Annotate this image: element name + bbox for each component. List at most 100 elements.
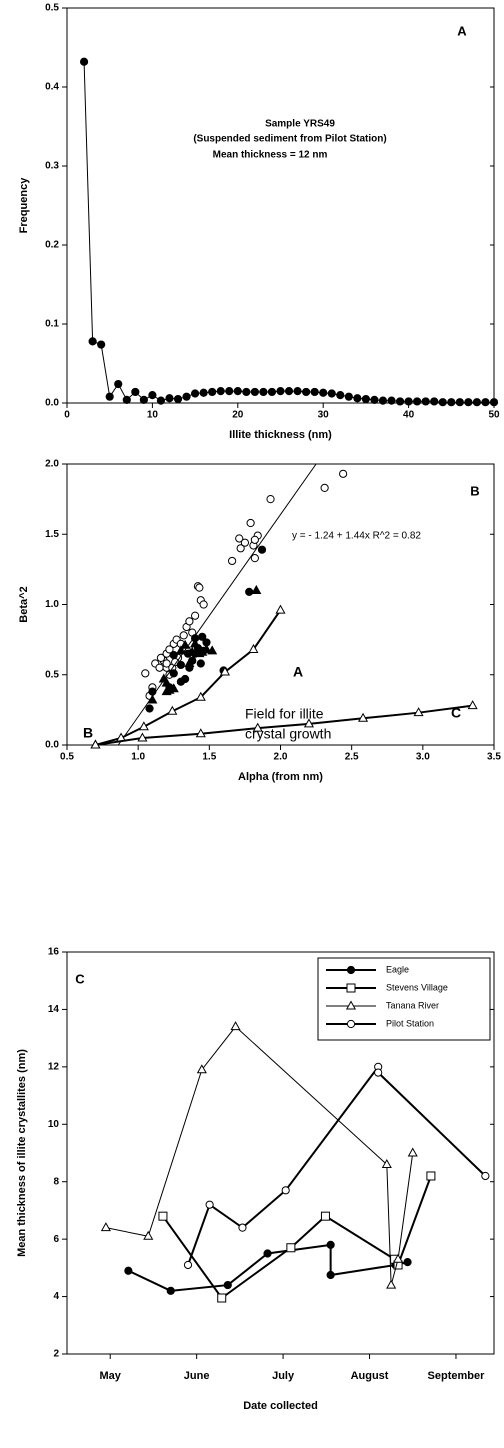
x-tick-label: 50 <box>488 410 500 421</box>
marker <box>320 483 329 492</box>
marker <box>407 1147 418 1157</box>
x-tick-label: 2.0 <box>274 752 288 763</box>
marker <box>413 397 422 406</box>
marker <box>327 389 336 398</box>
marker <box>165 645 174 654</box>
marker <box>148 391 157 400</box>
series-line <box>95 704 473 746</box>
marker <box>196 1064 207 1074</box>
marker <box>489 398 499 407</box>
marker <box>252 722 263 732</box>
marker <box>122 395 131 404</box>
marker <box>190 638 201 648</box>
marker <box>346 965 356 975</box>
legend-label: Stevens Village <box>386 982 448 992</box>
marker <box>266 495 275 504</box>
annotation: B <box>83 725 93 741</box>
marker <box>467 700 478 710</box>
marker <box>97 340 106 349</box>
marker <box>181 674 190 684</box>
marker <box>176 660 185 670</box>
marker <box>223 1280 232 1290</box>
x-tick-label: August <box>351 1370 389 1382</box>
marker <box>326 1240 335 1249</box>
marker <box>169 669 178 678</box>
annotation: Sample YRS49 <box>265 119 335 130</box>
marker <box>381 1158 392 1168</box>
y-tick-label: 12 <box>48 1061 60 1072</box>
y-axis-label: Beta^2 <box>18 586 30 622</box>
marker <box>245 587 254 596</box>
marker <box>336 391 345 400</box>
y-tick-label: 0.2 <box>45 240 59 251</box>
legend-label: Tanana River <box>386 1000 439 1010</box>
marker <box>430 397 439 406</box>
x-tick-label: 0 <box>64 410 70 421</box>
annotation: Mean thickness = 12 nm <box>213 150 328 161</box>
y-tick-label: 0.4 <box>45 82 59 93</box>
marker <box>361 394 370 404</box>
marker <box>79 57 89 66</box>
y-tick-label: 8 <box>53 1176 59 1187</box>
marker <box>179 631 188 640</box>
series-line <box>187 1063 487 1266</box>
marker <box>165 394 174 403</box>
plot-frame <box>66 951 495 1355</box>
marker <box>155 663 164 672</box>
series-line <box>83 61 494 403</box>
marker <box>183 1260 193 1270</box>
marker <box>259 387 268 397</box>
marker <box>275 604 286 614</box>
x-axis-label: Date collected <box>243 1400 318 1412</box>
marker <box>303 718 315 728</box>
marker <box>235 534 244 543</box>
marker <box>404 397 413 406</box>
marker <box>156 396 166 405</box>
marker <box>225 387 234 396</box>
marker <box>455 398 464 407</box>
marker <box>238 1223 247 1232</box>
x-tick-label: 0.5 <box>60 752 74 763</box>
x-tick-label: 30 <box>318 410 330 421</box>
marker <box>240 538 250 547</box>
x-axis-label: Illite thickness (nm) <box>229 429 332 441</box>
marker <box>168 683 179 693</box>
marker <box>114 379 123 389</box>
x-axis-label: Alpha (from nm) <box>238 771 323 783</box>
y-tick-label: 1.0 <box>45 599 59 610</box>
marker <box>413 707 424 717</box>
marker <box>395 397 405 406</box>
marker <box>185 617 194 626</box>
marker <box>173 394 183 404</box>
marker <box>236 544 245 553</box>
marker <box>139 395 148 404</box>
marker <box>481 398 490 407</box>
x-tick-label: 3.5 <box>487 752 501 763</box>
y-tick-label: 2 <box>53 1349 59 1360</box>
marker <box>353 394 362 403</box>
legend-label: Pilot Station <box>386 1018 434 1028</box>
marker <box>207 645 218 655</box>
annotation: C <box>451 705 461 721</box>
marker <box>195 691 206 701</box>
marker <box>320 1211 330 1221</box>
marker <box>345 1000 357 1010</box>
y-tick-label: 0.0 <box>45 398 59 409</box>
marker <box>403 1258 412 1267</box>
x-tick-label: 1.0 <box>131 752 145 763</box>
annotation: crystal growth <box>245 726 331 742</box>
marker <box>143 1230 154 1240</box>
marker <box>242 387 251 397</box>
annotation: Field for illite <box>245 706 324 722</box>
marker <box>346 983 356 993</box>
marker <box>358 712 369 722</box>
marker <box>198 632 207 641</box>
annotation: A <box>457 23 467 38</box>
marker <box>464 398 473 407</box>
marker <box>302 387 311 397</box>
x-tick-label: 1.5 <box>202 752 216 763</box>
y-tick-label: 10 <box>48 1119 60 1130</box>
marker <box>195 728 206 738</box>
marker <box>169 650 178 660</box>
